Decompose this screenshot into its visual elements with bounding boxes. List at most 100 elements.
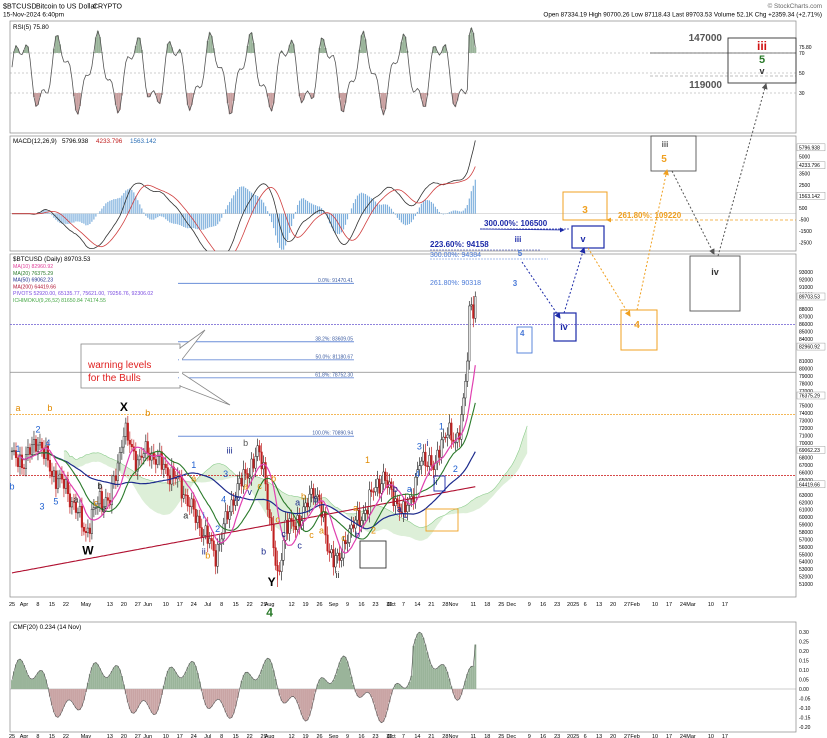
wave-5-orange-label: 5 <box>661 154 667 165</box>
price-scale-box <box>796 446 826 454</box>
candle-body <box>412 496 415 503</box>
cmf-panel <box>9 621 797 733</box>
candle-body <box>56 478 59 489</box>
candle-body <box>90 509 93 534</box>
candle-body <box>70 501 73 508</box>
candle-body <box>308 493 311 508</box>
wave-4-label: 4 <box>634 320 640 331</box>
candle-body <box>418 465 421 470</box>
candle-body <box>138 455 141 461</box>
price-tick: 69062.23 <box>799 448 820 454</box>
wave-label: a <box>191 473 196 483</box>
x-tick: Jun <box>143 602 152 608</box>
wave-label: c <box>341 533 346 543</box>
rsi-plot <box>10 26 796 116</box>
price-tick: 56000 <box>799 545 813 551</box>
price-tick: 87000 <box>799 315 813 321</box>
wave-label: W <box>82 543 94 557</box>
x-tick: 28 <box>442 602 448 608</box>
x-tick-bottom: 28 <box>442 734 448 738</box>
cmf-tick: -0.10 <box>799 706 811 712</box>
watermark: © StockCharts.com <box>768 2 822 10</box>
wave-label: X <box>120 400 128 414</box>
x-tick-bottom: 8 <box>36 734 39 738</box>
x-tick: 10 <box>708 602 714 608</box>
x-tick: Feb <box>630 602 639 608</box>
candle-body <box>14 450 18 458</box>
x-tick: 8 <box>36 602 39 608</box>
x-tick-bottom: 18 <box>484 734 490 738</box>
rsi-tick: 70 <box>799 51 805 57</box>
wave-label: b <box>355 530 360 540</box>
candle-body <box>222 523 225 540</box>
candle-body <box>210 538 213 542</box>
x-tick: 24 <box>680 602 686 608</box>
candle-body <box>80 506 83 528</box>
wave-label: b <box>145 408 150 418</box>
macd-tick: 5000 <box>799 154 810 160</box>
legend-entry: MA(20) 76375.29 <box>13 271 53 277</box>
price-tick: 73000 <box>799 419 813 425</box>
wave-label: a <box>15 403 20 413</box>
candle-body <box>336 552 339 556</box>
x-tick-bottom: Sep <box>329 734 339 738</box>
candle-body <box>416 469 419 478</box>
cmf-tick: 0.30 <box>799 630 809 636</box>
x-tick-bottom: 13 <box>107 734 113 738</box>
candle-body <box>448 422 451 436</box>
annotations: 0.0%: 91470.41 38.2%: 83609.05 50.0%: 8118… <box>9 33 797 620</box>
candle-body <box>228 511 231 520</box>
wave-label: v <box>247 487 252 497</box>
candle-body <box>374 487 377 493</box>
wave-label: b <box>9 482 14 492</box>
candle-body <box>22 467 26 469</box>
wave-label: c <box>403 510 408 520</box>
candle-body <box>364 510 367 514</box>
price-tick: 61000 <box>799 508 813 514</box>
candle-body <box>314 496 317 499</box>
x-tick: 19 <box>302 602 308 608</box>
candle-body <box>148 453 151 461</box>
wave-label: 2 <box>35 424 40 434</box>
macd-scale-box <box>796 161 826 169</box>
x-tick: 9 <box>528 602 531 608</box>
candle-body <box>230 499 233 513</box>
candle-body <box>410 496 413 500</box>
candle-body <box>468 305 471 362</box>
candle-body <box>474 296 477 319</box>
candle-body <box>182 494 185 499</box>
rsi-label: RSI(5) 75.80 <box>13 24 49 31</box>
x-tick-bottom: 21 <box>428 734 434 738</box>
x-tick: 8 <box>220 602 223 608</box>
rsi-tick: 50 <box>799 71 805 77</box>
x-tick: 16 <box>540 602 546 608</box>
candle-body <box>18 454 22 467</box>
cmf-tick: -0.20 <box>799 725 811 731</box>
warning-text-1: warning levels <box>87 360 151 371</box>
candle-body <box>236 483 239 498</box>
ext-223-94158: 223.60%: 94158 <box>430 240 489 249</box>
wave-label: b <box>313 494 318 504</box>
candle-body <box>328 550 331 554</box>
candle-body <box>204 525 207 536</box>
x-tick-bottom: Mar <box>686 734 696 738</box>
price-tick: 54000 <box>799 560 813 566</box>
candle-body <box>216 544 219 567</box>
candle-body <box>136 459 139 472</box>
x-tick-bottom: Aug <box>265 734 275 738</box>
x-tick: 6 <box>584 602 587 608</box>
exchange: CRYPTO <box>93 4 122 11</box>
price-tick: 64419.66 <box>799 482 820 488</box>
price-tick: 70000 <box>799 441 813 447</box>
candle-body <box>54 470 57 489</box>
x-tick: 15 <box>233 602 239 608</box>
candle-body <box>264 462 267 485</box>
wave-label: b <box>301 491 306 501</box>
candle-body <box>190 498 193 507</box>
ext-300-106500: 300.00%: 106500 <box>484 219 548 228</box>
candle-body <box>84 531 87 533</box>
price-tick: 51000 <box>799 582 813 588</box>
x-tick: 22 <box>247 602 253 608</box>
